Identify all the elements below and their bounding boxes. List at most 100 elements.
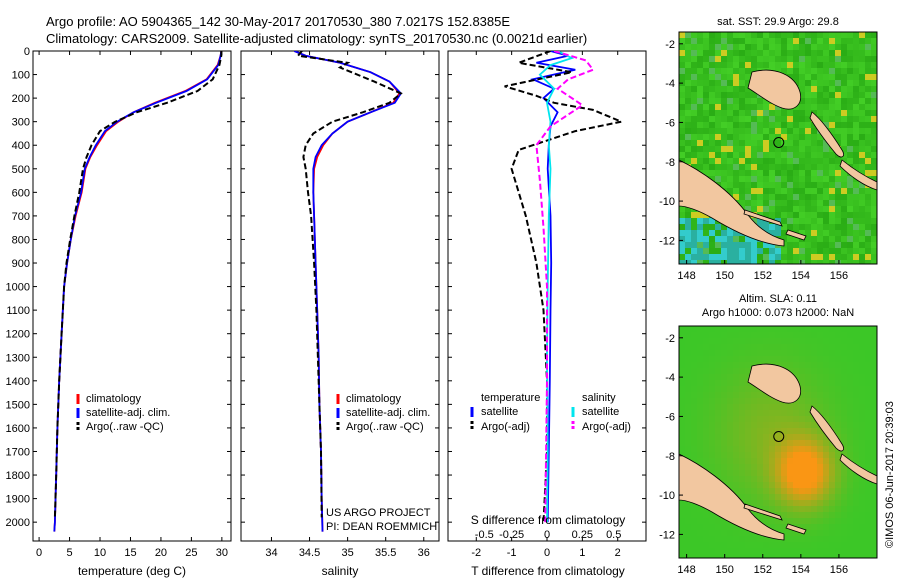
field-cell	[859, 488, 865, 494]
field-cell	[709, 146, 715, 152]
field-cell	[787, 38, 793, 44]
field-cell	[745, 422, 751, 428]
field-cell	[769, 128, 775, 134]
field-cell	[787, 32, 793, 38]
field-cell	[709, 236, 715, 242]
field-cell	[835, 122, 841, 128]
field-cell	[733, 404, 739, 410]
field-cell	[763, 434, 769, 440]
field-cell	[817, 254, 823, 260]
field-cell	[715, 176, 721, 182]
field-cell	[871, 482, 877, 488]
field-cell	[853, 38, 859, 44]
field-cell	[715, 68, 721, 74]
field-cell	[805, 422, 811, 428]
field-cell	[733, 254, 739, 260]
field-cell	[715, 386, 721, 392]
field-cell	[871, 86, 877, 92]
field-cell	[751, 200, 757, 206]
field-cell	[721, 74, 727, 80]
field-cell	[745, 428, 751, 434]
field-cell	[871, 536, 877, 542]
field-cell	[763, 122, 769, 128]
field-cell	[727, 440, 733, 446]
field-cell	[763, 332, 769, 338]
field-cell	[727, 338, 733, 344]
field-cell	[739, 68, 745, 74]
land-new-guinea	[679, 453, 785, 541]
field-cell	[751, 98, 757, 104]
field-cell	[721, 170, 727, 176]
field-cell	[829, 548, 835, 554]
field-cell	[739, 80, 745, 86]
legend-s-satellite-label: satellite	[582, 406, 619, 418]
field-cell	[781, 122, 787, 128]
field-cell	[685, 350, 691, 356]
field-cell	[691, 158, 697, 164]
field-cell	[703, 530, 709, 536]
field-cell	[859, 542, 865, 548]
field-cell	[835, 362, 841, 368]
field-cell	[811, 224, 817, 230]
field-cell	[679, 518, 685, 524]
field-cell	[841, 368, 847, 374]
field-cell	[721, 56, 727, 62]
field-cell	[757, 188, 763, 194]
field-cell	[721, 104, 727, 110]
field-cell	[799, 536, 805, 542]
field-cell	[697, 86, 703, 92]
field-cell	[805, 140, 811, 146]
field-cell	[739, 452, 745, 458]
field-cell	[865, 392, 871, 398]
field-cell	[799, 554, 805, 558]
field-cell	[817, 452, 823, 458]
field-cell	[793, 146, 799, 152]
field-cell	[865, 398, 871, 404]
field-cell	[715, 380, 721, 386]
field-cell	[709, 446, 715, 452]
field-cell	[847, 254, 853, 260]
field-cell	[769, 410, 775, 416]
field-cell	[841, 230, 847, 236]
field-cell	[871, 92, 877, 98]
field-cell	[847, 386, 853, 392]
field-cell	[745, 452, 751, 458]
field-cell	[823, 404, 829, 410]
field-cell	[871, 494, 877, 500]
field-cell	[697, 164, 703, 170]
field-cell	[739, 416, 745, 422]
field-cell	[745, 368, 751, 374]
field-cell	[739, 62, 745, 68]
field-cell	[835, 368, 841, 374]
legend-satellite-label: satellite-adj. clim.	[346, 407, 430, 419]
field-cell	[763, 62, 769, 68]
field-cell	[841, 242, 847, 248]
field-cell	[727, 530, 733, 536]
field-cell	[835, 74, 841, 80]
field-cell	[787, 530, 793, 536]
field-cell	[703, 44, 709, 50]
field-cell	[859, 152, 865, 158]
temperature-legend: climatology satellite-adj. clim. Argo(..…	[76, 393, 170, 433]
field-cell	[805, 32, 811, 38]
field-cell	[865, 440, 871, 446]
field-cell	[805, 116, 811, 122]
field-cell	[823, 470, 829, 476]
field-cell	[775, 212, 781, 218]
field-cell	[793, 260, 799, 264]
field-cell	[829, 248, 835, 254]
field-cell	[805, 386, 811, 392]
field-cell	[811, 176, 817, 182]
field-cell	[859, 386, 865, 392]
field-cell	[709, 398, 715, 404]
field-cell	[865, 506, 871, 512]
sst-land	[679, 69, 877, 247]
field-cell	[871, 212, 877, 218]
field-cell	[709, 422, 715, 428]
field-cell	[775, 500, 781, 506]
field-cell	[703, 242, 709, 248]
field-cell	[763, 506, 769, 512]
field-cell	[679, 74, 685, 80]
field-cell	[763, 326, 769, 332]
field-cell	[721, 122, 727, 128]
